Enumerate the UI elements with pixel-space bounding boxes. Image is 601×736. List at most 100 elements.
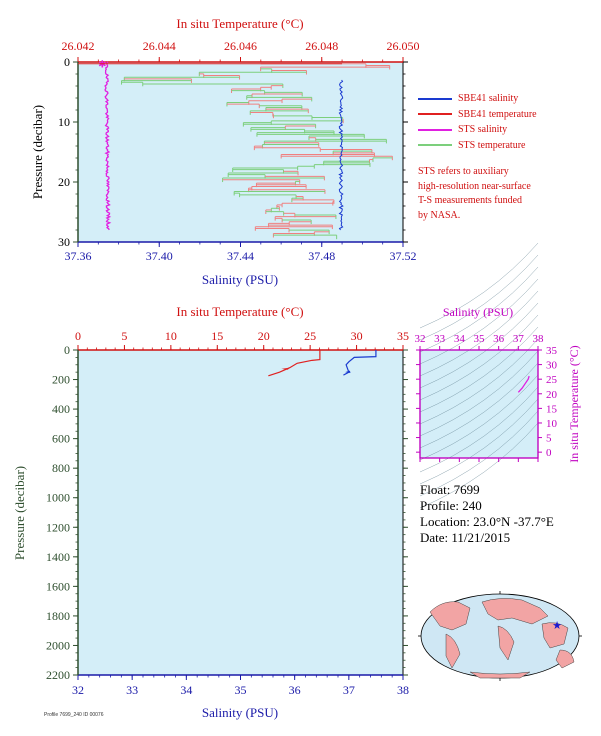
legend-item: STS temperature	[418, 138, 537, 154]
sal-tick-label: 37	[343, 683, 355, 697]
top-plot: ✱ 26.042 26.044 26.046 26.048 26.050 37.36 37.…	[30, 16, 420, 287]
float-location-marker: ★	[552, 620, 562, 632]
pres-tick-label: 400	[52, 402, 70, 416]
sal-tick-label: 37.44	[227, 249, 254, 263]
top-pres-axis-title: Pressure (decibar)	[30, 105, 45, 199]
temp-tick-label: 10	[165, 329, 177, 343]
legend-label: STS temperature	[458, 139, 526, 151]
pres-tick-label: 2200	[46, 668, 70, 682]
temp-tick-label: 5	[121, 329, 127, 343]
legend-label: STS salinity	[458, 124, 508, 135]
legend-item: STS salinity	[418, 122, 537, 138]
temp-tick-label: 25	[304, 329, 316, 343]
bottom-sal-axis-title: Salinity (PSU)	[202, 705, 278, 720]
map-land	[429, 598, 575, 679]
sbe41-salinity-line	[338, 79, 344, 231]
inset-plot-area	[419, 349, 539, 459]
sal-tick-label: 34	[180, 683, 192, 697]
sal-tick-label: 37.36	[65, 249, 92, 263]
pres-tick-label: 1400	[46, 550, 70, 564]
density-contour	[419, 362, 539, 449]
pres-tick-label: 1000	[46, 491, 70, 505]
sal-tick-label: 33	[126, 683, 138, 697]
density-contour	[419, 242, 539, 329]
pres-tick-label: 20	[58, 175, 70, 189]
sal-tick-label: 37.52	[390, 249, 417, 263]
sts-note-line: T-S measurements funded	[418, 195, 523, 206]
temp-tick-label: 15	[211, 329, 223, 343]
temp-tick-label: 35	[397, 329, 409, 343]
bottom-pres-axis-title: Pressure (decibar)	[12, 466, 27, 560]
sal-tick-label: 35	[235, 683, 247, 697]
density-contour	[419, 350, 539, 437]
sts-note-line: by NASA.	[418, 209, 461, 221]
temp-tick-label: 26.042	[62, 39, 95, 53]
density-contour	[419, 302, 539, 389]
inset-temp-tick-label: 35	[546, 345, 558, 357]
inset-temp-tick-label: 10	[546, 418, 558, 430]
top-plot-tick-labels: 26.042 26.044 26.046 26.048 26.050 37.36 37.40…	[58, 39, 420, 263]
inset-temp-tick-label: 25	[546, 374, 558, 386]
salinity-arrow-marker	[345, 370, 351, 374]
profile-number: Profile: 240	[420, 498, 482, 513]
legend-label: SBE41 temperature	[458, 108, 537, 120]
bottom-temp-axis-title: In situ Temperature (°C)	[176, 304, 303, 319]
pres-tick-label: 800	[52, 461, 70, 475]
pres-tick-label: 30	[58, 235, 70, 249]
inset-temp-tick-label: 5	[546, 433, 552, 445]
pres-tick-label: 200	[52, 373, 70, 387]
inset-temp-tick-label: 0	[546, 447, 552, 459]
top-plot-area	[77, 61, 404, 243]
sts-note-line: STS refers to auxiliary	[418, 166, 509, 177]
density-contour	[419, 386, 539, 473]
density-contour	[419, 338, 539, 425]
temp-tick-label: 30	[351, 329, 363, 343]
sts-note: STS refers to auxiliary high-resolution …	[418, 165, 598, 223]
temp-tick-label: 26.050	[387, 39, 420, 53]
inset-sal-tick-label: 33	[434, 333, 446, 345]
inset-temp-axis-title: In situ Temperature (°C)	[567, 345, 581, 462]
top-sal-axis-title: Salinity (PSU)	[202, 272, 278, 287]
sts-salinity-line	[104, 61, 112, 231]
float-id: Float: 7699	[420, 482, 480, 497]
inset-temp-tick-label: 20	[546, 389, 558, 401]
legend-item: SBE41 temperature	[418, 107, 537, 123]
inset-temp-tick-label: 30	[546, 360, 558, 372]
inset-sal-tick-label: 38	[533, 333, 545, 345]
legend-swatch	[418, 97, 452, 100]
world-map: ★	[418, 591, 582, 681]
density-contour	[419, 278, 539, 365]
temperature-arrow-marker	[281, 367, 290, 370]
density-contour	[419, 290, 539, 377]
inset-sal-tick-label: 35	[474, 333, 486, 345]
temp-tick-label: 26.048	[305, 39, 338, 53]
temp-tick-label: 26.044	[143, 39, 176, 53]
density-contour	[419, 254, 539, 341]
inset-sal-tick-label: 32	[415, 333, 426, 345]
bottom-plot-area	[77, 349, 404, 676]
sal-tick-label: 38	[397, 683, 409, 697]
pres-tick-label: 10	[58, 115, 70, 129]
density-contour	[419, 314, 539, 401]
bottom-plot-tick-labels: 0 5 10 15 20 25 30 35 32 33 34 35 36 37 38 0 200 400 600 80…	[46, 329, 409, 697]
legend-swatch	[418, 113, 452, 116]
inset-sal-tick-label: 36	[493, 333, 505, 345]
inset-ts-line	[517, 375, 530, 393]
legend: SBE41 salinity SBE41 temperature STS salin…	[418, 91, 537, 153]
pres-tick-label: 1200	[46, 520, 70, 534]
footer-id: Profile 7699_240 ID 00076	[44, 712, 104, 718]
date: Date: 11/21/2015	[420, 530, 511, 545]
density-contour	[419, 326, 539, 413]
top-temp-axis-title: In situ Temperature (°C)	[176, 16, 303, 31]
inset-sal-tick-label: 37	[513, 333, 525, 345]
legend-label: SBE41 salinity	[458, 93, 519, 104]
sal-tick-label: 32	[72, 683, 84, 697]
top-plot-ticks	[73, 57, 408, 247]
pres-tick-label: 1600	[46, 579, 70, 593]
pres-tick-label: 0	[64, 55, 70, 69]
density-contour	[419, 374, 539, 461]
sts-salinity-surface-marker: ✱	[98, 59, 106, 70]
ts-inset: 32 33 34 35 36 37 38 0 5 10 15 20 25 30 35 Salinity (P…	[415, 242, 581, 509]
density-contour	[419, 398, 539, 485]
